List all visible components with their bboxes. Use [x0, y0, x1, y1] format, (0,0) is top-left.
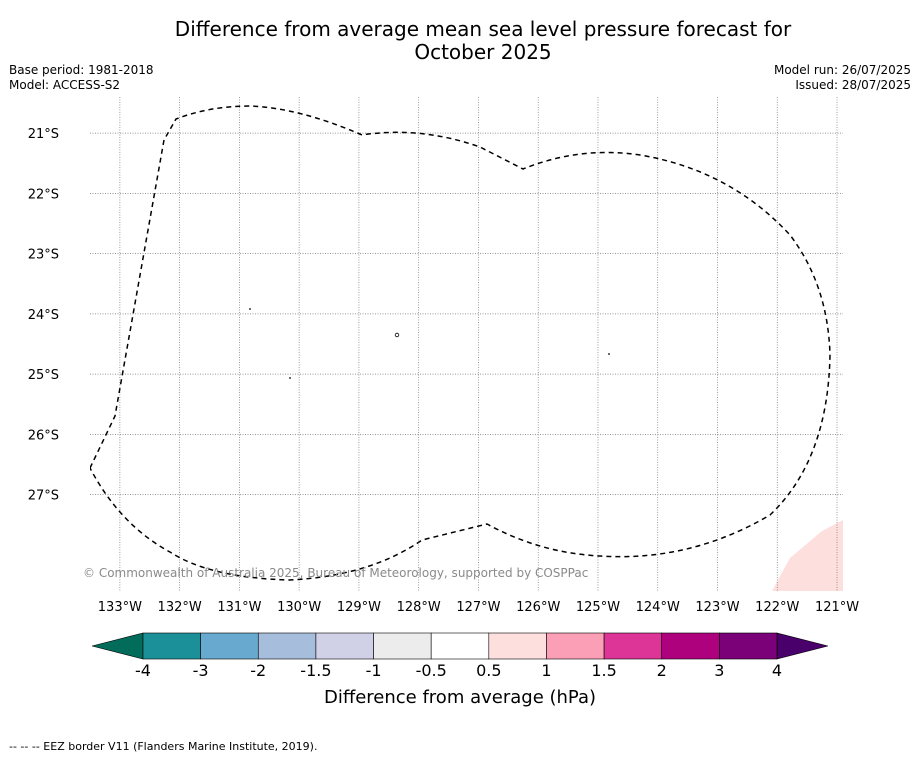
colorbar-segment — [200, 632, 259, 660]
colorbar-segments — [142, 632, 778, 660]
latitude-label: 21°S — [28, 127, 59, 142]
longitude-label: 128°W — [397, 600, 441, 615]
latitude-label: 27°S — [28, 489, 59, 504]
latitude-label: 25°S — [28, 368, 59, 383]
colorbar-tick-label: 3 — [714, 661, 724, 680]
colorbar-segment — [430, 632, 490, 660]
issued-date: Issued: 28/07/2025 — [795, 78, 911, 92]
longitude-label: 122°W — [755, 600, 799, 615]
colorbar-segment — [546, 632, 605, 660]
colorbar-segment — [142, 632, 201, 660]
colorbar-segment — [315, 632, 374, 660]
colorbar-label: Difference from average (hPa) — [324, 687, 596, 708]
island — [289, 377, 291, 379]
colorbar-tick-label: -3 — [193, 661, 209, 680]
colorbar-segment — [488, 632, 547, 660]
colorbar-segment — [719, 632, 778, 660]
gridlines — [90, 97, 843, 591]
eez-border — [90, 105, 831, 581]
longitude-label: 124°W — [636, 600, 680, 615]
colorbar-segment — [257, 632, 317, 660]
longitude-label: 125°W — [576, 600, 620, 615]
longitude-label: 127°W — [456, 600, 500, 615]
longitude-label: 131°W — [217, 600, 261, 615]
colorbar-tick-label: 1.5 — [591, 661, 616, 680]
title-line-1: Difference from average mean sea level p… — [174, 17, 792, 41]
longitude-label: 130°W — [277, 600, 321, 615]
colorbar-tick-label: -1 — [366, 661, 382, 680]
latitude-labels: 21°S 22°S 23°S 24°S 25°S 26°S 27°S — [28, 127, 59, 503]
colorbar: -4 -3 -2 -1.5 -1 -0.5 0.5 1 1.5 2 3 4 Difference fr… — [91, 632, 829, 708]
colorbar-tick-label: 0.5 — [476, 661, 501, 680]
longitude-label: 126°W — [516, 600, 560, 615]
colorbar-under-arrow — [91, 632, 144, 660]
colorbar-tick-label: -0.5 — [416, 661, 447, 680]
island — [394, 332, 400, 338]
longitude-label: 129°W — [337, 600, 381, 615]
colorbar-segment — [603, 632, 663, 660]
colorbar-over-arrow — [776, 632, 829, 660]
latitude-label: 22°S — [28, 187, 59, 202]
latitude-label: 26°S — [28, 428, 59, 443]
title-line-2: October 2025 — [414, 40, 552, 64]
longitude-label: 121°W — [815, 600, 859, 615]
longitude-label: 132°W — [158, 600, 202, 615]
footnote: -- -- -- EEZ border V11 (Flanders Marine… — [9, 740, 318, 753]
colorbar-tick-label: 2 — [657, 661, 667, 680]
colorbar-tick-label: 1 — [541, 661, 551, 680]
longitude-label: 123°W — [695, 600, 739, 615]
colorbar-tick-label: -1.5 — [300, 661, 331, 680]
copyright-notice: © Commonwealth of Australia 2025, Bureau… — [83, 566, 588, 580]
colorbar-tick-label: -2 — [250, 661, 266, 680]
island — [608, 353, 610, 355]
map-area — [90, 97, 843, 591]
colorbar-segment — [373, 632, 432, 660]
map-title: Difference from average mean sea level p… — [0, 18, 919, 64]
colorbar-tick-label: 4 — [772, 661, 782, 680]
colorbar-tick-label: -4 — [135, 661, 151, 680]
base-period: Base period: 1981-2018 — [9, 63, 154, 77]
latitude-label: 23°S — [28, 248, 59, 263]
meta-left: Base period: 1981-2018 Model: ACCESS-S2 — [9, 63, 154, 93]
longitude-label: 133°W — [98, 600, 142, 615]
island — [249, 308, 251, 310]
colorbar-segment — [661, 632, 720, 660]
pressure-anomaly-region — [772, 520, 843, 591]
latitude-label: 24°S — [28, 308, 59, 323]
model-run: Model run: 26/07/2025 — [773, 63, 911, 77]
colorbar-tick-labels: -4 -3 -2 -1.5 -1 -0.5 0.5 1 1.5 2 3 4 — [135, 661, 782, 680]
meta-right: Model run: 26/07/2025 Issued: 28/07/2025 — [774, 63, 911, 93]
model-name: Model: ACCESS-S2 — [9, 78, 121, 92]
longitude-labels: 133°W 132°W 131°W 130°W 129°W 128°W 127°W 126°W… — [98, 600, 859, 615]
